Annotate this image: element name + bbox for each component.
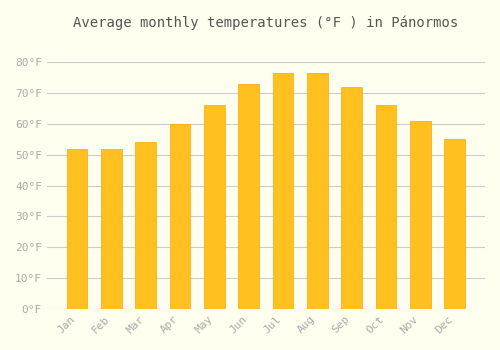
Bar bbox=[101, 148, 121, 309]
Bar bbox=[204, 105, 225, 309]
Bar bbox=[170, 124, 190, 309]
Bar bbox=[376, 105, 396, 309]
Bar bbox=[136, 142, 156, 309]
Bar bbox=[410, 121, 430, 309]
Bar bbox=[273, 73, 293, 309]
Title: Average monthly temperatures (°F ) in Pánormos: Average monthly temperatures (°F ) in Pá… bbox=[74, 15, 458, 29]
Bar bbox=[342, 87, 362, 309]
Bar bbox=[67, 148, 87, 309]
Bar bbox=[444, 139, 465, 309]
Bar bbox=[238, 84, 259, 309]
Bar bbox=[307, 73, 328, 309]
